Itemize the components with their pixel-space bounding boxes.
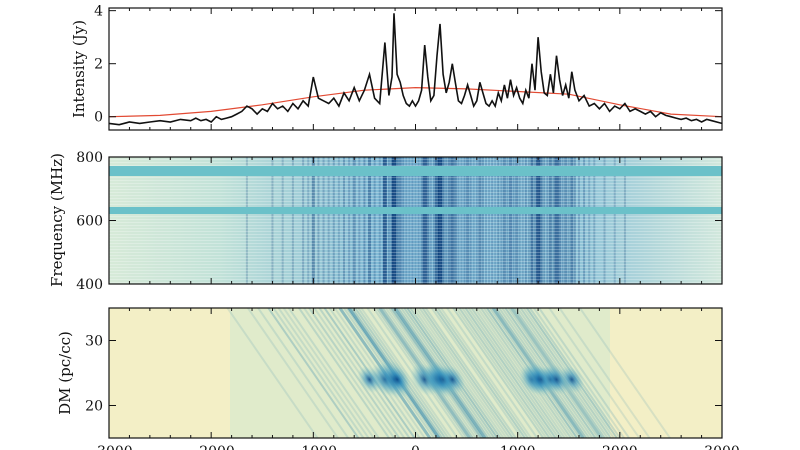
dm-y-tick-label: 30 — [85, 334, 103, 350]
dm-streak — [247, 308, 339, 438]
dm-streak — [446, 308, 538, 438]
frequency-y-tick-label: 800 — [76, 150, 103, 166]
frequency-ylabel: Frequency (MHz) — [48, 153, 66, 287]
dm-streak — [513, 308, 606, 438]
dm-streak — [548, 308, 641, 438]
dm-streak — [267, 308, 360, 438]
dm-streak — [357, 308, 450, 438]
dm-streak — [558, 308, 651, 438]
dm-streak — [461, 308, 554, 438]
intensity-y-tick-label: 2 — [94, 57, 103, 73]
frequency-panel: 400 600 800 Frequency (MHz) — [48, 150, 723, 293]
dm-streak — [452, 308, 545, 438]
dm-streak — [421, 308, 514, 438]
x-tick-label: −3000 — [85, 444, 132, 450]
dm-streak — [360, 308, 453, 438]
dm-streaks — [226, 308, 671, 438]
intensity-ylabel: Intensity (Jy) — [70, 20, 88, 118]
smooth-profile-line — [109, 86, 722, 118]
frequency-y-tick-label: 400 — [76, 277, 103, 293]
x-tick-label: 2000 — [602, 444, 638, 450]
x-tick-label: 0 — [411, 444, 420, 450]
intensity-panel: 0 2 4 Intensity (Jy) — [70, 4, 723, 131]
dm-peak-blob — [439, 364, 466, 395]
intensity-y-tick-label: 4 — [94, 4, 103, 20]
dm-streak — [308, 308, 401, 438]
masked-band-lower — [109, 207, 722, 214]
x-tick-labels: −3000 −2000 −1000 0 1000 2000 3000 — [85, 444, 740, 450]
x-tick-label: 1000 — [500, 444, 536, 450]
dm-streak — [579, 308, 671, 438]
dm-streak — [455, 308, 548, 438]
intensity-line — [109, 13, 722, 126]
dm-streak — [412, 308, 505, 438]
masked-band-upper — [109, 166, 722, 176]
dm-streak — [533, 308, 625, 438]
dm-streak — [226, 308, 319, 438]
dm-streak — [272, 308, 365, 438]
dm-streak — [440, 308, 532, 438]
dm-streak — [464, 308, 557, 438]
x-tick-label: −2000 — [187, 444, 234, 450]
dm-ylabel: DM (pc/cc) — [56, 331, 74, 415]
intensity-y-tick-label: 0 — [94, 110, 103, 126]
dm-streak — [529, 308, 621, 438]
dm-streak — [458, 308, 551, 438]
dm-streak — [538, 308, 630, 438]
x-tick-label: 3000 — [704, 444, 740, 450]
frequency-y-tick-label: 600 — [76, 214, 103, 230]
dm-streak — [415, 308, 508, 438]
dm-y-tick-label: 20 — [85, 399, 103, 415]
dm-streak — [257, 308, 349, 438]
x-tick-label: −1000 — [290, 444, 337, 450]
dm-streak — [354, 308, 446, 438]
dm-streak — [430, 308, 523, 438]
dm-streak — [437, 308, 529, 438]
dm-streak — [282, 308, 375, 438]
dm-streak — [298, 308, 390, 438]
frequency-ticks: 400 600 800 — [76, 150, 723, 293]
dm-streak — [470, 308, 563, 438]
dm-streak — [424, 308, 517, 438]
dm-streak — [467, 308, 560, 438]
frequency-texture — [109, 157, 722, 284]
dm-streak — [409, 308, 502, 438]
dm-streak — [277, 308, 370, 438]
dm-peak-blob — [559, 365, 584, 394]
dm-peak-blob — [385, 366, 410, 393]
dm-streak — [418, 308, 511, 438]
intensity-ticks: 0 2 4 — [94, 4, 723, 130]
dm-streak — [303, 308, 395, 438]
dm-streak — [287, 308, 380, 438]
dm-streak — [434, 308, 526, 438]
